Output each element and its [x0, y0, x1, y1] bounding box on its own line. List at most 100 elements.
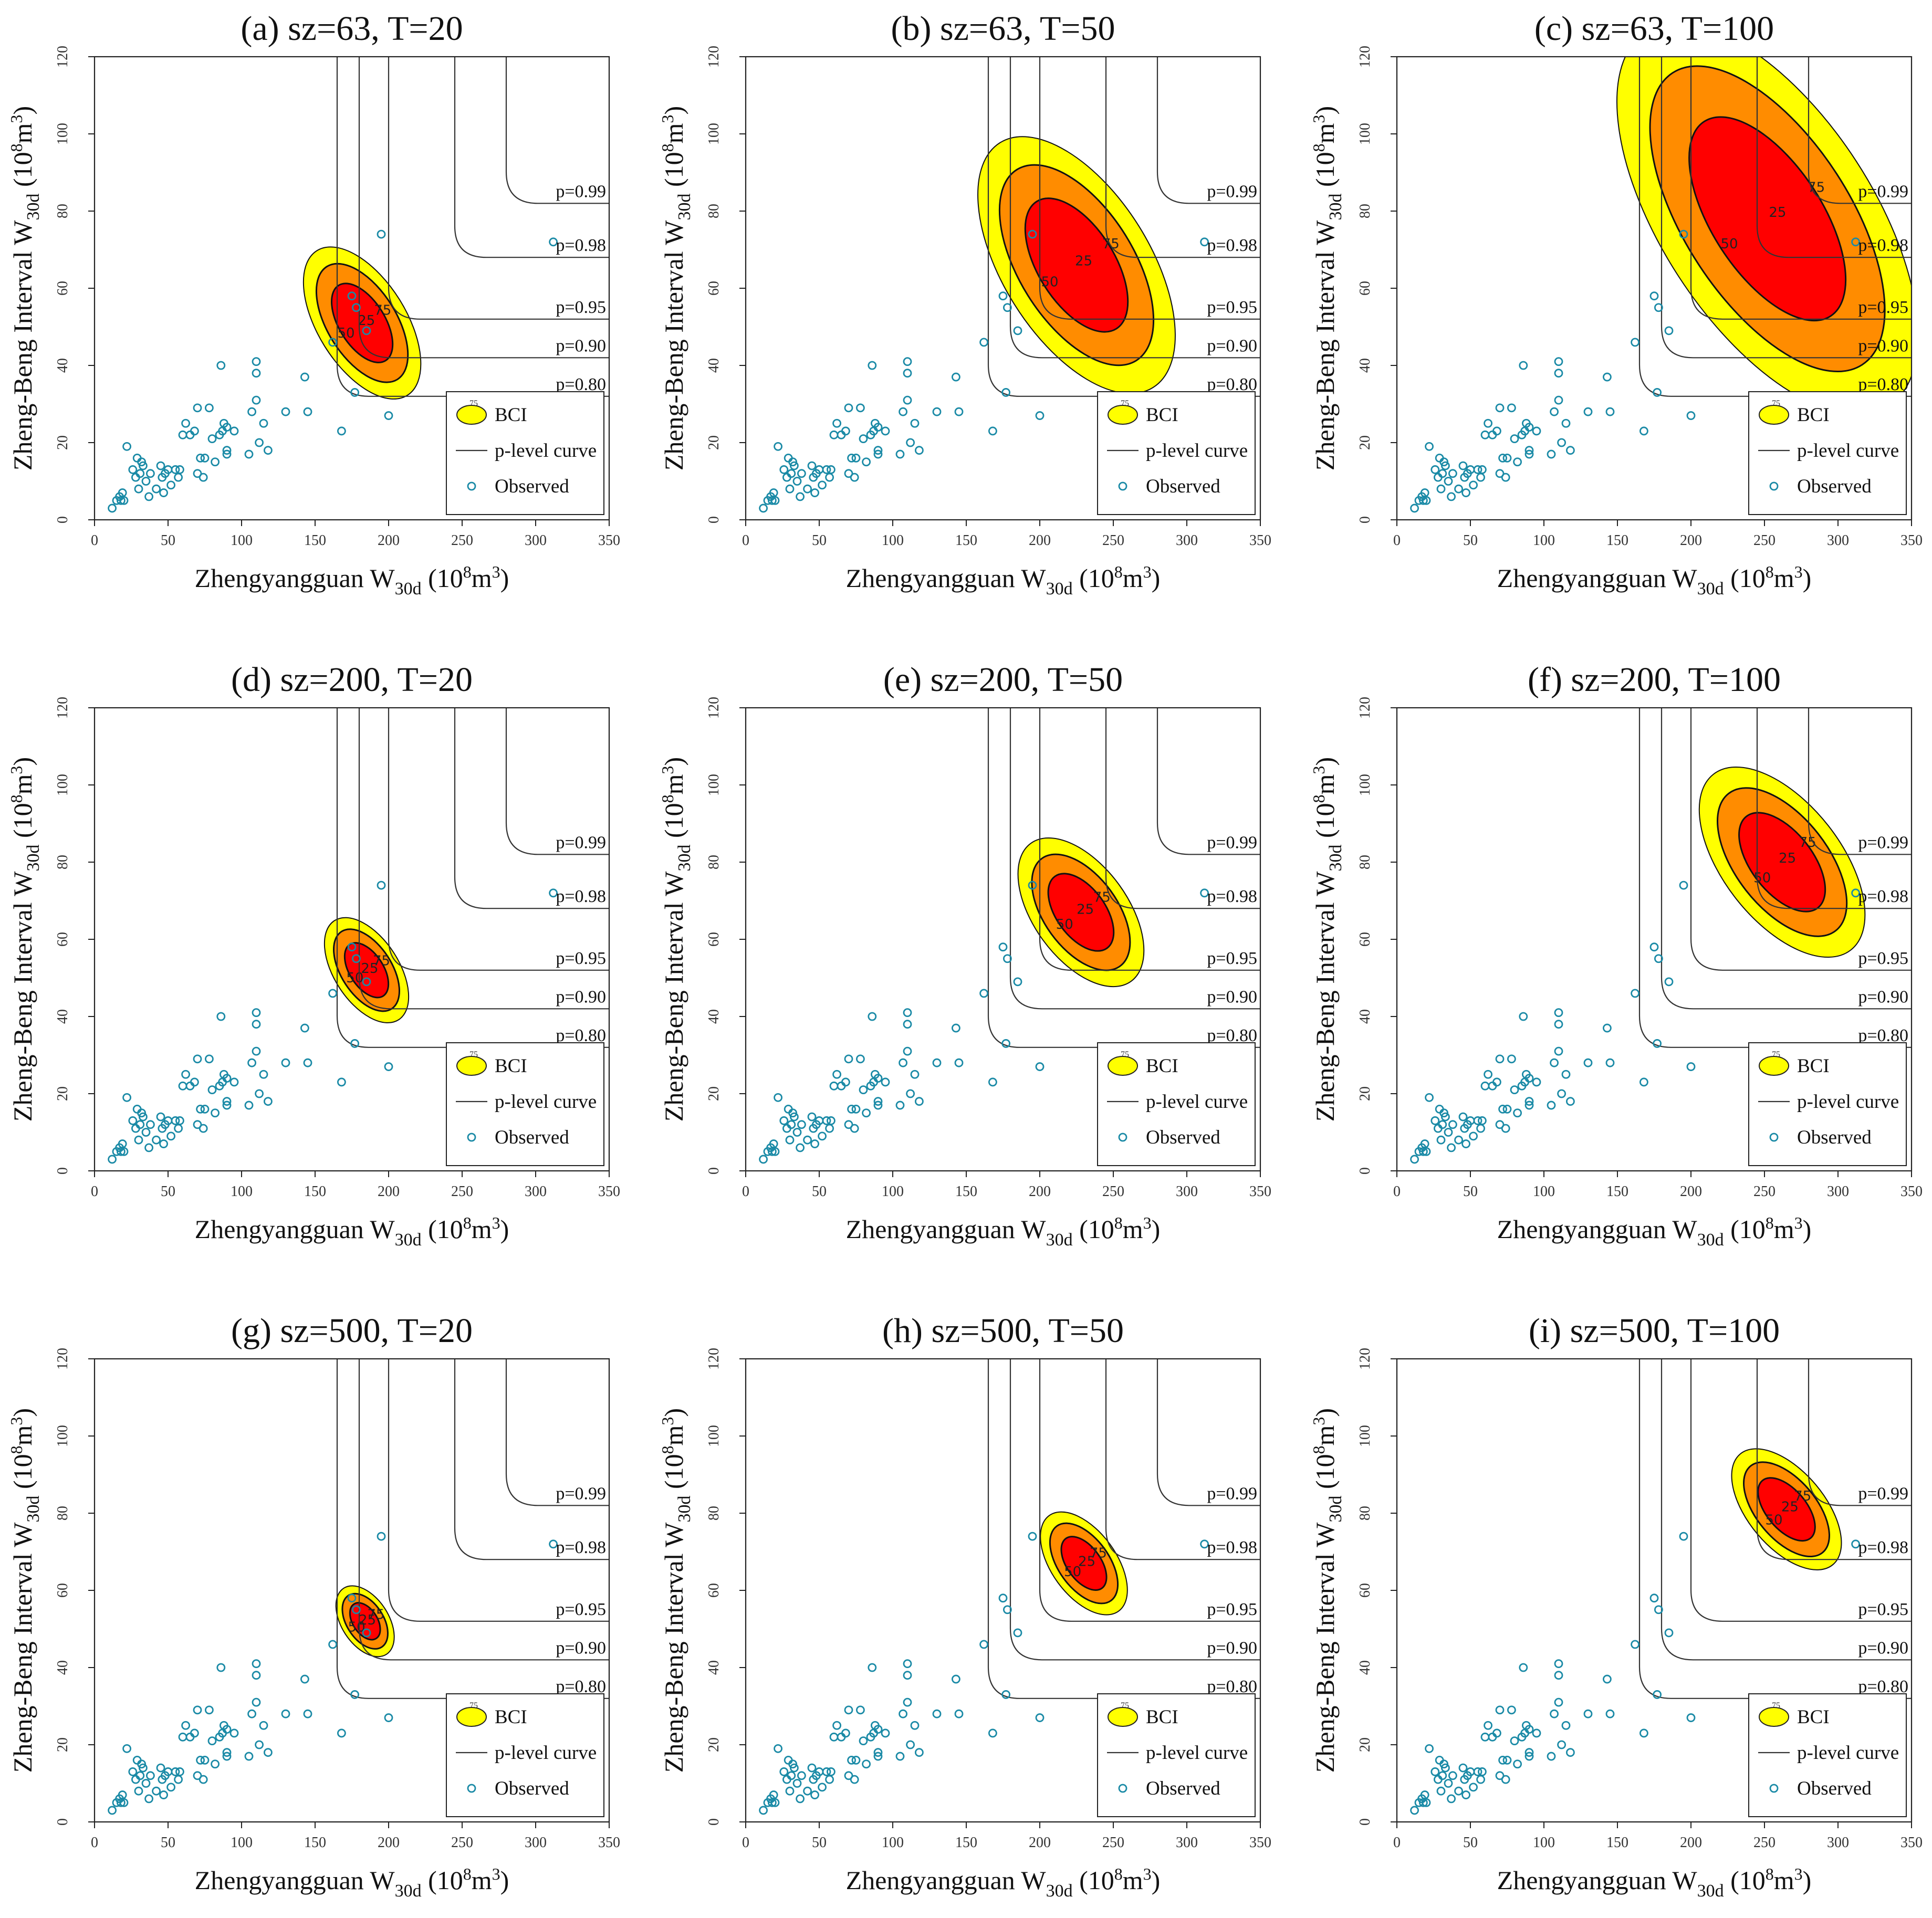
- observed-point: [1447, 1794, 1456, 1804]
- observed-point: [263, 1748, 273, 1757]
- observed-point: [1469, 480, 1478, 490]
- observed-point: [825, 1775, 834, 1784]
- observed-point: [979, 1640, 988, 1649]
- legend-bci-label: BCI: [1146, 1706, 1178, 1728]
- observed-point: [847, 454, 856, 463]
- observed-point: [303, 1709, 312, 1718]
- observed-point: [797, 1771, 806, 1780]
- y-axis-title-sub: 30d: [1326, 194, 1345, 221]
- observed-point: [822, 1767, 831, 1776]
- observed-point: [1440, 1763, 1450, 1773]
- legend-curve-label: p-level curve: [1146, 1091, 1248, 1113]
- observed-point: [1631, 1640, 1640, 1649]
- observed-point: [1003, 1605, 1012, 1615]
- y-tick-label: 80: [55, 1506, 71, 1521]
- y-axis-title-unit_end: ): [1310, 1408, 1340, 1417]
- legend-bci-marker: 75: [469, 1050, 478, 1059]
- legend-bci-marker: 75: [1772, 1701, 1780, 1710]
- bci-level-label: 50: [337, 326, 354, 341]
- observed-point: [1649, 942, 1659, 952]
- x-axis-title-unit_open: (10: [1724, 1865, 1766, 1895]
- p-level-label: p=0.95: [1858, 949, 1908, 968]
- observed-point: [796, 1794, 805, 1804]
- observed-point: [1851, 1539, 1861, 1549]
- observed-point: [899, 407, 907, 416]
- panel-f: (f) sz=200, T=100 75 50 25 p=0.80 p=0.90 p=0.9…: [1309, 661, 1923, 1250]
- y-axis-title-unit_close: m: [1310, 774, 1340, 794]
- p-level-curve: [388, 708, 609, 971]
- observed-point: [807, 1112, 817, 1122]
- legend-observed-swatch: [467, 1784, 476, 1793]
- bci-level-label: 25: [361, 961, 378, 977]
- y-tick-label: 80: [55, 204, 71, 218]
- x-axis-title-sub: 30d: [395, 1230, 422, 1250]
- x-tick-label: 250: [451, 1183, 473, 1200]
- y-tick-label: 40: [1357, 358, 1373, 373]
- x-tick-label: 100: [231, 532, 253, 549]
- x-tick-label: 250: [1102, 1183, 1124, 1200]
- observed-point: [1438, 469, 1447, 478]
- observed-point: [255, 1740, 264, 1749]
- observed-point: [873, 1752, 883, 1761]
- observed-point: [1507, 403, 1516, 413]
- p-level-label: p=0.90: [1207, 987, 1257, 1007]
- observed-point: [779, 1767, 789, 1776]
- observed-point: [128, 1116, 138, 1125]
- x-axis-title-unit_end: ): [1152, 1214, 1161, 1244]
- observed-point: [1686, 1713, 1696, 1722]
- observed-point: [1510, 1736, 1519, 1746]
- x-tick-label: 200: [378, 532, 400, 549]
- observed-point: [181, 1070, 191, 1079]
- observed-point: [193, 469, 202, 478]
- x-tick-label: 250: [1102, 532, 1124, 549]
- x-tick-label: 50: [812, 532, 827, 549]
- y-tick-label: 100: [706, 774, 722, 796]
- panel-h: (h) sz=500, T=50755025p=0.80p=0.90p=0.95…: [658, 1312, 1271, 1901]
- y-tick-label: 100: [55, 1425, 71, 1447]
- legend-curve-label: p-level curve: [1797, 440, 1899, 462]
- observed-point: [1461, 488, 1471, 497]
- p-level-label: p=0.80: [1207, 375, 1257, 394]
- bci-level-label: 50: [346, 970, 363, 986]
- x-axis-title-unit_close: m: [1774, 1214, 1794, 1244]
- observed-point: [810, 488, 819, 497]
- observed-point: [856, 403, 865, 413]
- y-axis-title: Zheng-Beng Interval W30d (108m3): [1309, 106, 1345, 470]
- observed-point: [1501, 1124, 1510, 1133]
- observed-point: [903, 1671, 912, 1680]
- observed-point: [337, 426, 346, 436]
- y-tick-label: 60: [55, 281, 71, 296]
- p-level-curve: [1009, 1359, 1260, 1661]
- p-level-curve: [1105, 708, 1260, 909]
- observed-point: [1513, 457, 1522, 467]
- observed-point: [1547, 449, 1556, 459]
- y-axis-title-main: Zheng-Beng Interval W: [1310, 220, 1340, 470]
- panel-e: (e) sz=200, T=50 75 50 25 p=0.80 p=0.90 p=0.95…: [658, 661, 1271, 1250]
- panel-g: (g) sz=500, T=20755025p=0.80p=0.90p=0.95…: [7, 1312, 620, 1901]
- y-axis-title-sub: 30d: [1326, 1496, 1345, 1523]
- observed-point: [810, 1139, 819, 1148]
- p-level-curve: [336, 57, 609, 397]
- p-level-label: p=0.90: [556, 336, 606, 355]
- legend-curve-label: p-level curve: [495, 1742, 597, 1764]
- observed-point: [1550, 1058, 1559, 1067]
- observed-point: [222, 423, 232, 432]
- y-axis-title-sub: 30d: [675, 1496, 694, 1523]
- legend-bci-swatch: [1108, 1707, 1138, 1727]
- observed-point: [873, 1725, 883, 1734]
- observed-point: [1473, 465, 1482, 474]
- y-tick-label: 0: [706, 516, 722, 523]
- legend-bci-swatch: [1759, 405, 1789, 425]
- y-axis-title-unit_close: m: [8, 123, 37, 143]
- y-axis-title-unit_sup2: 3: [1309, 114, 1328, 123]
- observed-point: [1565, 1748, 1575, 1757]
- observed-point: [873, 1101, 883, 1110]
- y-tick-label: 120: [1357, 46, 1373, 68]
- p-level-curve: [1039, 57, 1260, 320]
- observed-point: [1605, 1058, 1615, 1067]
- observed-point: [903, 1697, 912, 1707]
- x-tick-label: 250: [1753, 532, 1776, 549]
- y-axis-title-unit_close: m: [1310, 1425, 1340, 1445]
- observed-point: [1458, 1763, 1468, 1773]
- x-axis-title: Zhengyangguan W30d (108m3): [846, 1864, 1161, 1901]
